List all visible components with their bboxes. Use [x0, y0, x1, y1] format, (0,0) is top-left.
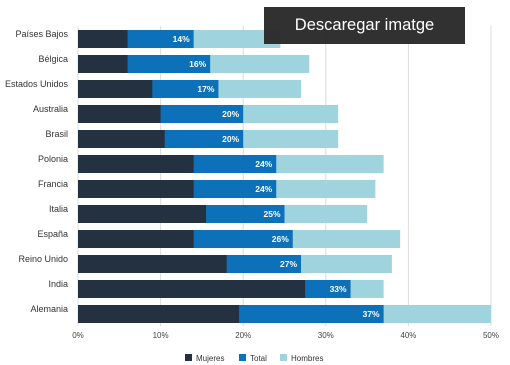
data-label: 16%: [189, 59, 206, 69]
bar-mujeres: [78, 280, 306, 298]
bar-mujeres: [78, 130, 165, 148]
data-label: 24%: [255, 159, 272, 169]
data-label: 33%: [330, 284, 347, 294]
category-label: India: [48, 279, 68, 289]
bars: 14% 16% 17% 20% 20% 24% 24% 25% 26% 27% 33% 37%: [78, 30, 491, 323]
x-axis-ticks: 0% 10% 20% 30% 40% 50%: [72, 331, 499, 340]
category-label: Australia: [33, 104, 68, 114]
download-image-button[interactable]: Descaregar imatge: [264, 7, 465, 44]
data-label: 26%: [272, 234, 289, 244]
bar-mujeres: [78, 55, 128, 73]
data-label: 20%: [222, 134, 239, 144]
category-label: Estados Unidos: [5, 79, 69, 89]
data-label: 24%: [255, 184, 272, 194]
category-labels: Países Bajos Bélgica Estados Unidos Austral…: [5, 29, 69, 314]
legend: Mujeres Total Hombres: [185, 354, 323, 363]
legend-swatch: [239, 354, 246, 361]
x-tick-label: 0%: [72, 331, 84, 340]
data-label: 27%: [280, 259, 297, 269]
data-label: 25%: [263, 209, 280, 219]
legend-label: Hombres: [291, 354, 323, 363]
legend-swatch: [185, 354, 192, 361]
gridlines: [77, 26, 492, 326]
legend-label: Total: [250, 354, 267, 363]
category-label: Polonia: [38, 154, 68, 164]
bar-mujeres: [78, 80, 153, 98]
category-label: Bélgica: [38, 54, 68, 64]
bar-mujeres: [78, 180, 194, 198]
bar-mujeres: [78, 30, 128, 48]
data-label: 14%: [173, 34, 190, 44]
x-tick-label: 50%: [483, 331, 499, 340]
data-label: 37%: [363, 309, 380, 319]
category-label: Alemania: [30, 304, 68, 314]
x-tick-label: 40%: [400, 331, 416, 340]
bar-mujeres: [78, 230, 194, 248]
category-label: Francia: [38, 179, 68, 189]
data-label: 17%: [197, 84, 214, 94]
x-tick-label: 20%: [235, 331, 251, 340]
category-label: España: [37, 229, 68, 239]
category-label: Italia: [49, 204, 68, 214]
category-label: Reino Unido: [18, 254, 68, 264]
bar-mujeres: [78, 105, 161, 123]
bar-mujeres: [78, 255, 227, 273]
category-label: Países Bajos: [15, 29, 68, 39]
x-tick-label: 30%: [318, 331, 334, 340]
bar-mujeres: [78, 155, 194, 173]
x-tick-label: 10%: [153, 331, 169, 340]
legend-swatch: [280, 354, 287, 361]
legend-label: Mujeres: [196, 354, 224, 363]
bar-mujeres: [78, 305, 240, 323]
category-label: Brasil: [45, 129, 68, 139]
bar-mujeres: [78, 205, 207, 223]
data-label: 20%: [222, 109, 239, 119]
